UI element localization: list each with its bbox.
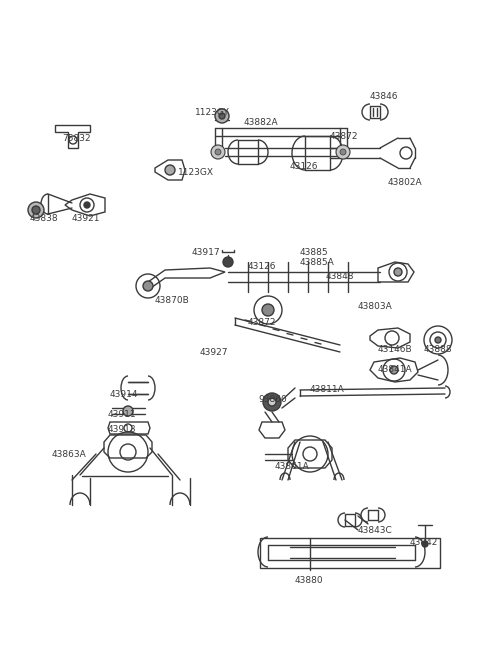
Text: 43927: 43927 [200, 348, 228, 357]
Text: 43841A: 43841A [378, 365, 413, 374]
Text: 43885: 43885 [300, 248, 329, 257]
Text: 43872: 43872 [248, 318, 276, 327]
Text: 43872: 43872 [330, 132, 359, 141]
Circle shape [390, 366, 398, 374]
Text: 43911: 43911 [108, 410, 137, 419]
Circle shape [262, 304, 274, 316]
Text: 43880: 43880 [295, 576, 324, 585]
Text: 43885A: 43885A [300, 258, 335, 267]
Text: 43811A: 43811A [310, 385, 345, 394]
Circle shape [84, 202, 90, 208]
Text: 1123GX: 1123GX [178, 168, 214, 177]
Text: 43126: 43126 [248, 262, 276, 271]
Circle shape [268, 398, 276, 406]
Text: 43913: 43913 [108, 425, 137, 434]
Text: 43888: 43888 [424, 345, 453, 354]
Text: 43914: 43914 [110, 390, 139, 399]
Bar [260, 538, 440, 568]
Circle shape [143, 281, 153, 291]
Text: 43870B: 43870B [155, 296, 190, 305]
Text: 93860: 93860 [258, 395, 287, 404]
Circle shape [32, 206, 40, 214]
Circle shape [211, 145, 225, 159]
Circle shape [336, 145, 350, 159]
Text: 43803A: 43803A [358, 302, 393, 311]
Text: 43848: 43848 [326, 272, 355, 281]
Circle shape [394, 268, 402, 276]
Text: 43146B: 43146B [378, 345, 413, 354]
Text: 43842: 43842 [410, 538, 438, 547]
Text: 43846: 43846 [370, 92, 398, 101]
Text: 43917: 43917 [192, 248, 221, 257]
Circle shape [340, 149, 346, 155]
Circle shape [215, 109, 229, 123]
Circle shape [422, 541, 428, 547]
Circle shape [219, 113, 225, 119]
Text: 75832: 75832 [62, 134, 91, 143]
Circle shape [215, 149, 221, 155]
Circle shape [263, 393, 281, 411]
Text: 43802A: 43802A [388, 178, 422, 187]
Text: 43843C: 43843C [358, 526, 393, 535]
Text: 43838: 43838 [30, 214, 59, 223]
Circle shape [165, 165, 175, 175]
Circle shape [435, 337, 441, 343]
Text: 1123GY: 1123GY [195, 108, 230, 117]
Text: 43861A: 43861A [275, 462, 310, 471]
Text: 43882A: 43882A [244, 118, 278, 127]
Circle shape [123, 406, 133, 416]
Text: 43921: 43921 [72, 214, 100, 223]
Text: 43863A: 43863A [52, 450, 87, 459]
Circle shape [223, 257, 233, 267]
Text: 43126: 43126 [290, 162, 319, 171]
Circle shape [28, 202, 44, 218]
